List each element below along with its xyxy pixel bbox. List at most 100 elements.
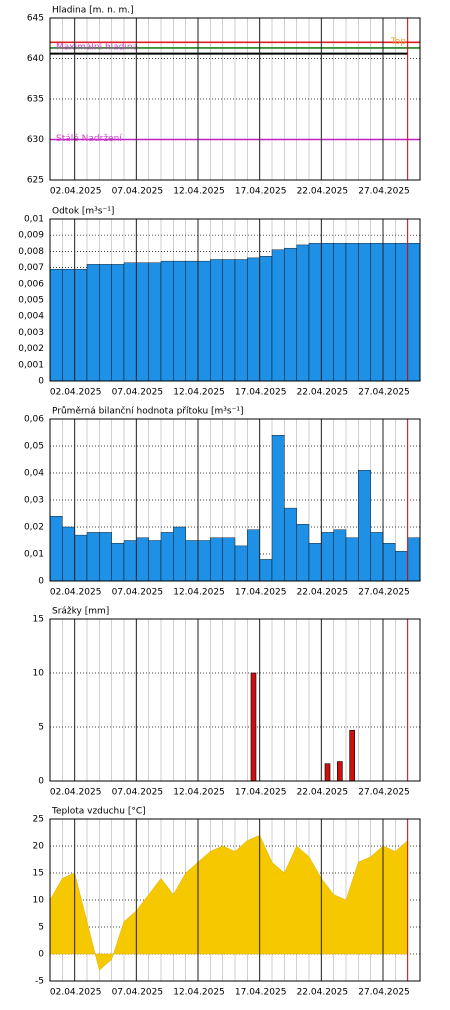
flow-bar — [407, 537, 421, 582]
y-tick-label: 0,01 — [24, 550, 44, 560]
flow-bar — [210, 259, 223, 382]
chart-title: Hladina [m. n. m.] — [52, 6, 134, 16]
y-tick-label: 5 — [38, 723, 44, 733]
temperature-area — [49, 834, 408, 971]
flow-bar — [382, 243, 396, 382]
flow-bar — [185, 260, 199, 382]
flow-bar — [123, 540, 137, 582]
flow-bar — [284, 247, 297, 382]
flow-bar — [111, 543, 125, 582]
plot-frame — [49, 17, 421, 181]
y-tick-label: 0,01 — [24, 215, 44, 225]
flow-bar — [49, 269, 63, 382]
y-tick-label: 0,004 — [18, 312, 44, 322]
flow-bar — [148, 262, 162, 382]
x-tick-label: 27.04.2025 — [358, 988, 410, 998]
y-tick-label: 625 — [27, 176, 44, 186]
flow-bar — [333, 529, 347, 582]
x-tick-label: 27.04.2025 — [358, 588, 410, 598]
flow-bar — [111, 264, 125, 382]
y-tick-label: 0 — [38, 577, 44, 587]
flow-bar — [99, 532, 112, 582]
flow-bar — [234, 545, 248, 582]
y-tick-label: -5 — [35, 977, 44, 987]
chart-title: Srážky [mm] — [52, 607, 109, 617]
flow-bar — [395, 243, 408, 382]
y-tick-label: 0,006 — [18, 279, 44, 289]
flow-bar — [234, 259, 248, 382]
x-tick-label: 07.04.2025 — [112, 388, 164, 398]
flow-bar — [271, 249, 285, 382]
x-tick-label: 17.04.2025 — [235, 588, 287, 598]
x-tick-label: 12.04.2025 — [173, 388, 225, 398]
plot-frame — [49, 818, 421, 982]
rain-bar — [324, 763, 331, 782]
chart-title: Průměrná bilanční hodnota přítoku [m³s⁻¹… — [52, 406, 243, 417]
flow-bar — [345, 537, 359, 582]
x-tick-label: 17.04.2025 — [235, 388, 287, 398]
x-tick-label: 22.04.2025 — [297, 388, 349, 398]
flow-bar — [296, 524, 310, 582]
flow-bar — [296, 244, 310, 382]
flow-bar — [308, 243, 322, 382]
flow-bar — [86, 264, 100, 382]
rain-bar — [250, 672, 257, 782]
flow-bar — [308, 543, 322, 582]
y-tick-label: 0,007 — [18, 263, 44, 273]
y-tick-label: 0,001 — [18, 360, 44, 370]
y-tick-label: 0,06 — [24, 415, 44, 425]
y-tick-label: 10 — [33, 896, 45, 906]
flow-bar — [358, 243, 371, 382]
flow-bar — [210, 537, 223, 582]
y-tick-label: 645 — [27, 14, 44, 24]
plot-frame — [49, 218, 421, 382]
x-tick-label: 17.04.2025 — [235, 788, 287, 798]
flow-bar — [284, 507, 297, 582]
x-tick-label: 12.04.2025 — [173, 788, 225, 798]
x-tick-label: 17.04.2025 — [235, 187, 287, 197]
flow-bar — [271, 435, 285, 582]
y-tick-label: 0 — [38, 777, 44, 787]
y-tick-label: 0,003 — [18, 328, 44, 338]
x-tick-label: 22.04.2025 — [297, 788, 349, 798]
x-tick-label: 02.04.2025 — [50, 187, 102, 197]
x-tick-label: 22.04.2025 — [297, 988, 349, 998]
x-tick-label: 27.04.2025 — [358, 788, 410, 798]
y-tick-label: 0,02 — [24, 523, 44, 533]
plot-frame — [49, 418, 421, 582]
y-tick-label: 0,005 — [18, 296, 44, 306]
flow-bar — [148, 540, 162, 582]
flow-bar — [370, 243, 384, 382]
flow-bar — [222, 259, 236, 382]
flow-bar — [86, 532, 100, 582]
x-tick-label: 07.04.2025 — [112, 187, 164, 197]
flow-bar — [197, 540, 211, 582]
y-tick-label: 635 — [27, 95, 44, 105]
reference-label: Top — [390, 37, 406, 47]
flow-bar — [247, 529, 260, 582]
x-tick-label: 12.04.2025 — [173, 187, 225, 197]
flow-bar — [99, 264, 112, 382]
flow-bar — [74, 269, 88, 382]
x-tick-label: 27.04.2025 — [358, 187, 410, 197]
flow-bar — [62, 269, 75, 382]
x-tick-label: 22.04.2025 — [297, 187, 349, 197]
flow-bar — [321, 532, 334, 582]
x-tick-label: 07.04.2025 — [112, 988, 164, 998]
plot-frame — [49, 618, 421, 782]
flow-bar — [382, 543, 396, 582]
flow-bar — [247, 257, 260, 382]
flow-bar — [370, 532, 384, 582]
flow-bar — [74, 534, 88, 582]
y-tick-label: 15 — [33, 869, 44, 879]
y-tick-label: 0,04 — [24, 469, 44, 479]
y-tick-label: 5 — [38, 923, 44, 933]
y-tick-label: 10 — [33, 669, 45, 679]
flow-bar — [358, 470, 371, 582]
flow-bar — [185, 540, 199, 582]
x-tick-label: 17.04.2025 — [235, 988, 287, 998]
flow-bar — [259, 559, 273, 582]
chart-title: Odtok [m³s⁻¹] — [52, 207, 114, 217]
flow-bar — [395, 551, 408, 582]
